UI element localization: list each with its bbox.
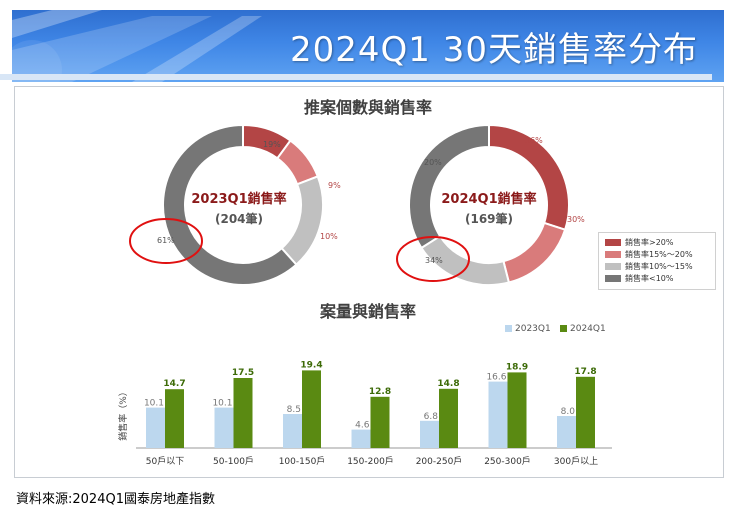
donut2-pct-lt10: 34% — [425, 256, 443, 265]
donut2-slice-15-20 — [502, 221, 567, 284]
donut-2023q1 — [162, 123, 324, 286]
bar-legend-label-2024: 2024Q1 — [570, 324, 606, 334]
page-title: 2024Q1 30天銷售率分布 — [290, 30, 698, 70]
donut1-center-label: 2023Q1銷售率 — [191, 192, 287, 207]
donut-2024q1 — [408, 123, 570, 286]
legend-swatch-gt20 — [605, 239, 621, 246]
donut1-pct-10-15: 19% — [263, 140, 281, 149]
legend-label-lt10: 銷售率<10% — [625, 274, 674, 283]
legend-swatch-15-20 — [605, 251, 621, 258]
donut1-count-label: (204筆) — [214, 212, 264, 226]
donut1-pct-lt10: 61% — [157, 236, 175, 245]
bar-legend-label-2023: 2023Q1 — [515, 324, 551, 334]
legend-item-15-20: 銷售率15%～20% — [605, 249, 693, 260]
legend-swatch-lt10 — [605, 275, 621, 282]
legend-item-gt20: 銷售率>20% — [605, 237, 673, 248]
donut2-pct-10-15: 20% — [424, 158, 442, 167]
legend-item-lt10: 銷售率<10% — [605, 273, 673, 284]
legend-label-10-15: 銷售率10%～15% — [625, 262, 693, 271]
highlight-circle-2024 — [396, 236, 470, 282]
donut2-pct-gt20: 30% — [567, 215, 585, 224]
donut2-slice-lt10 — [408, 123, 490, 250]
bar-legend-swatch-2024 — [560, 325, 567, 332]
donut1-pct-15-20: 9% — [328, 181, 341, 190]
legend-label-15-20: 銷售率15%～20% — [625, 250, 693, 259]
donut1-pct-gt20: 10% — [320, 232, 338, 241]
donut-legend: 銷售率>20% 銷售率15%～20% 銷售率10%～15% 銷售率<10% — [598, 232, 716, 290]
bar-legend-swatch-2023 — [505, 325, 512, 332]
donut-chart-title: 推案個數與銷售率 — [303, 98, 432, 117]
bar-legend-2024: 2024Q1 — [560, 324, 606, 334]
banner-stripe — [0, 74, 712, 80]
donut1-slice-lt10 — [162, 123, 298, 286]
header-banner: 2024Q1 30天銷售率分布 — [12, 10, 724, 82]
legend-item-10-15: 銷售率10%～15% — [605, 261, 693, 272]
highlight-circle-2023 — [129, 218, 203, 264]
legend-label-gt20: 銷售率>20% — [625, 238, 674, 247]
bar-chart-title: 案量與銷售率 — [319, 302, 416, 321]
donut2-center-label: 2024Q1銷售率 — [441, 192, 537, 207]
donut-charts — [129, 123, 570, 286]
legend-swatch-10-15 — [605, 263, 621, 270]
donut2-count-label: (169筆) — [464, 212, 514, 226]
donut2-pct-15-20: 16% — [525, 136, 543, 145]
bar-legend-2023: 2023Q1 — [505, 324, 551, 334]
banner-decoration — [12, 10, 262, 82]
source-note: 資料來源:2024Q1國泰房地產指數 — [16, 492, 215, 507]
